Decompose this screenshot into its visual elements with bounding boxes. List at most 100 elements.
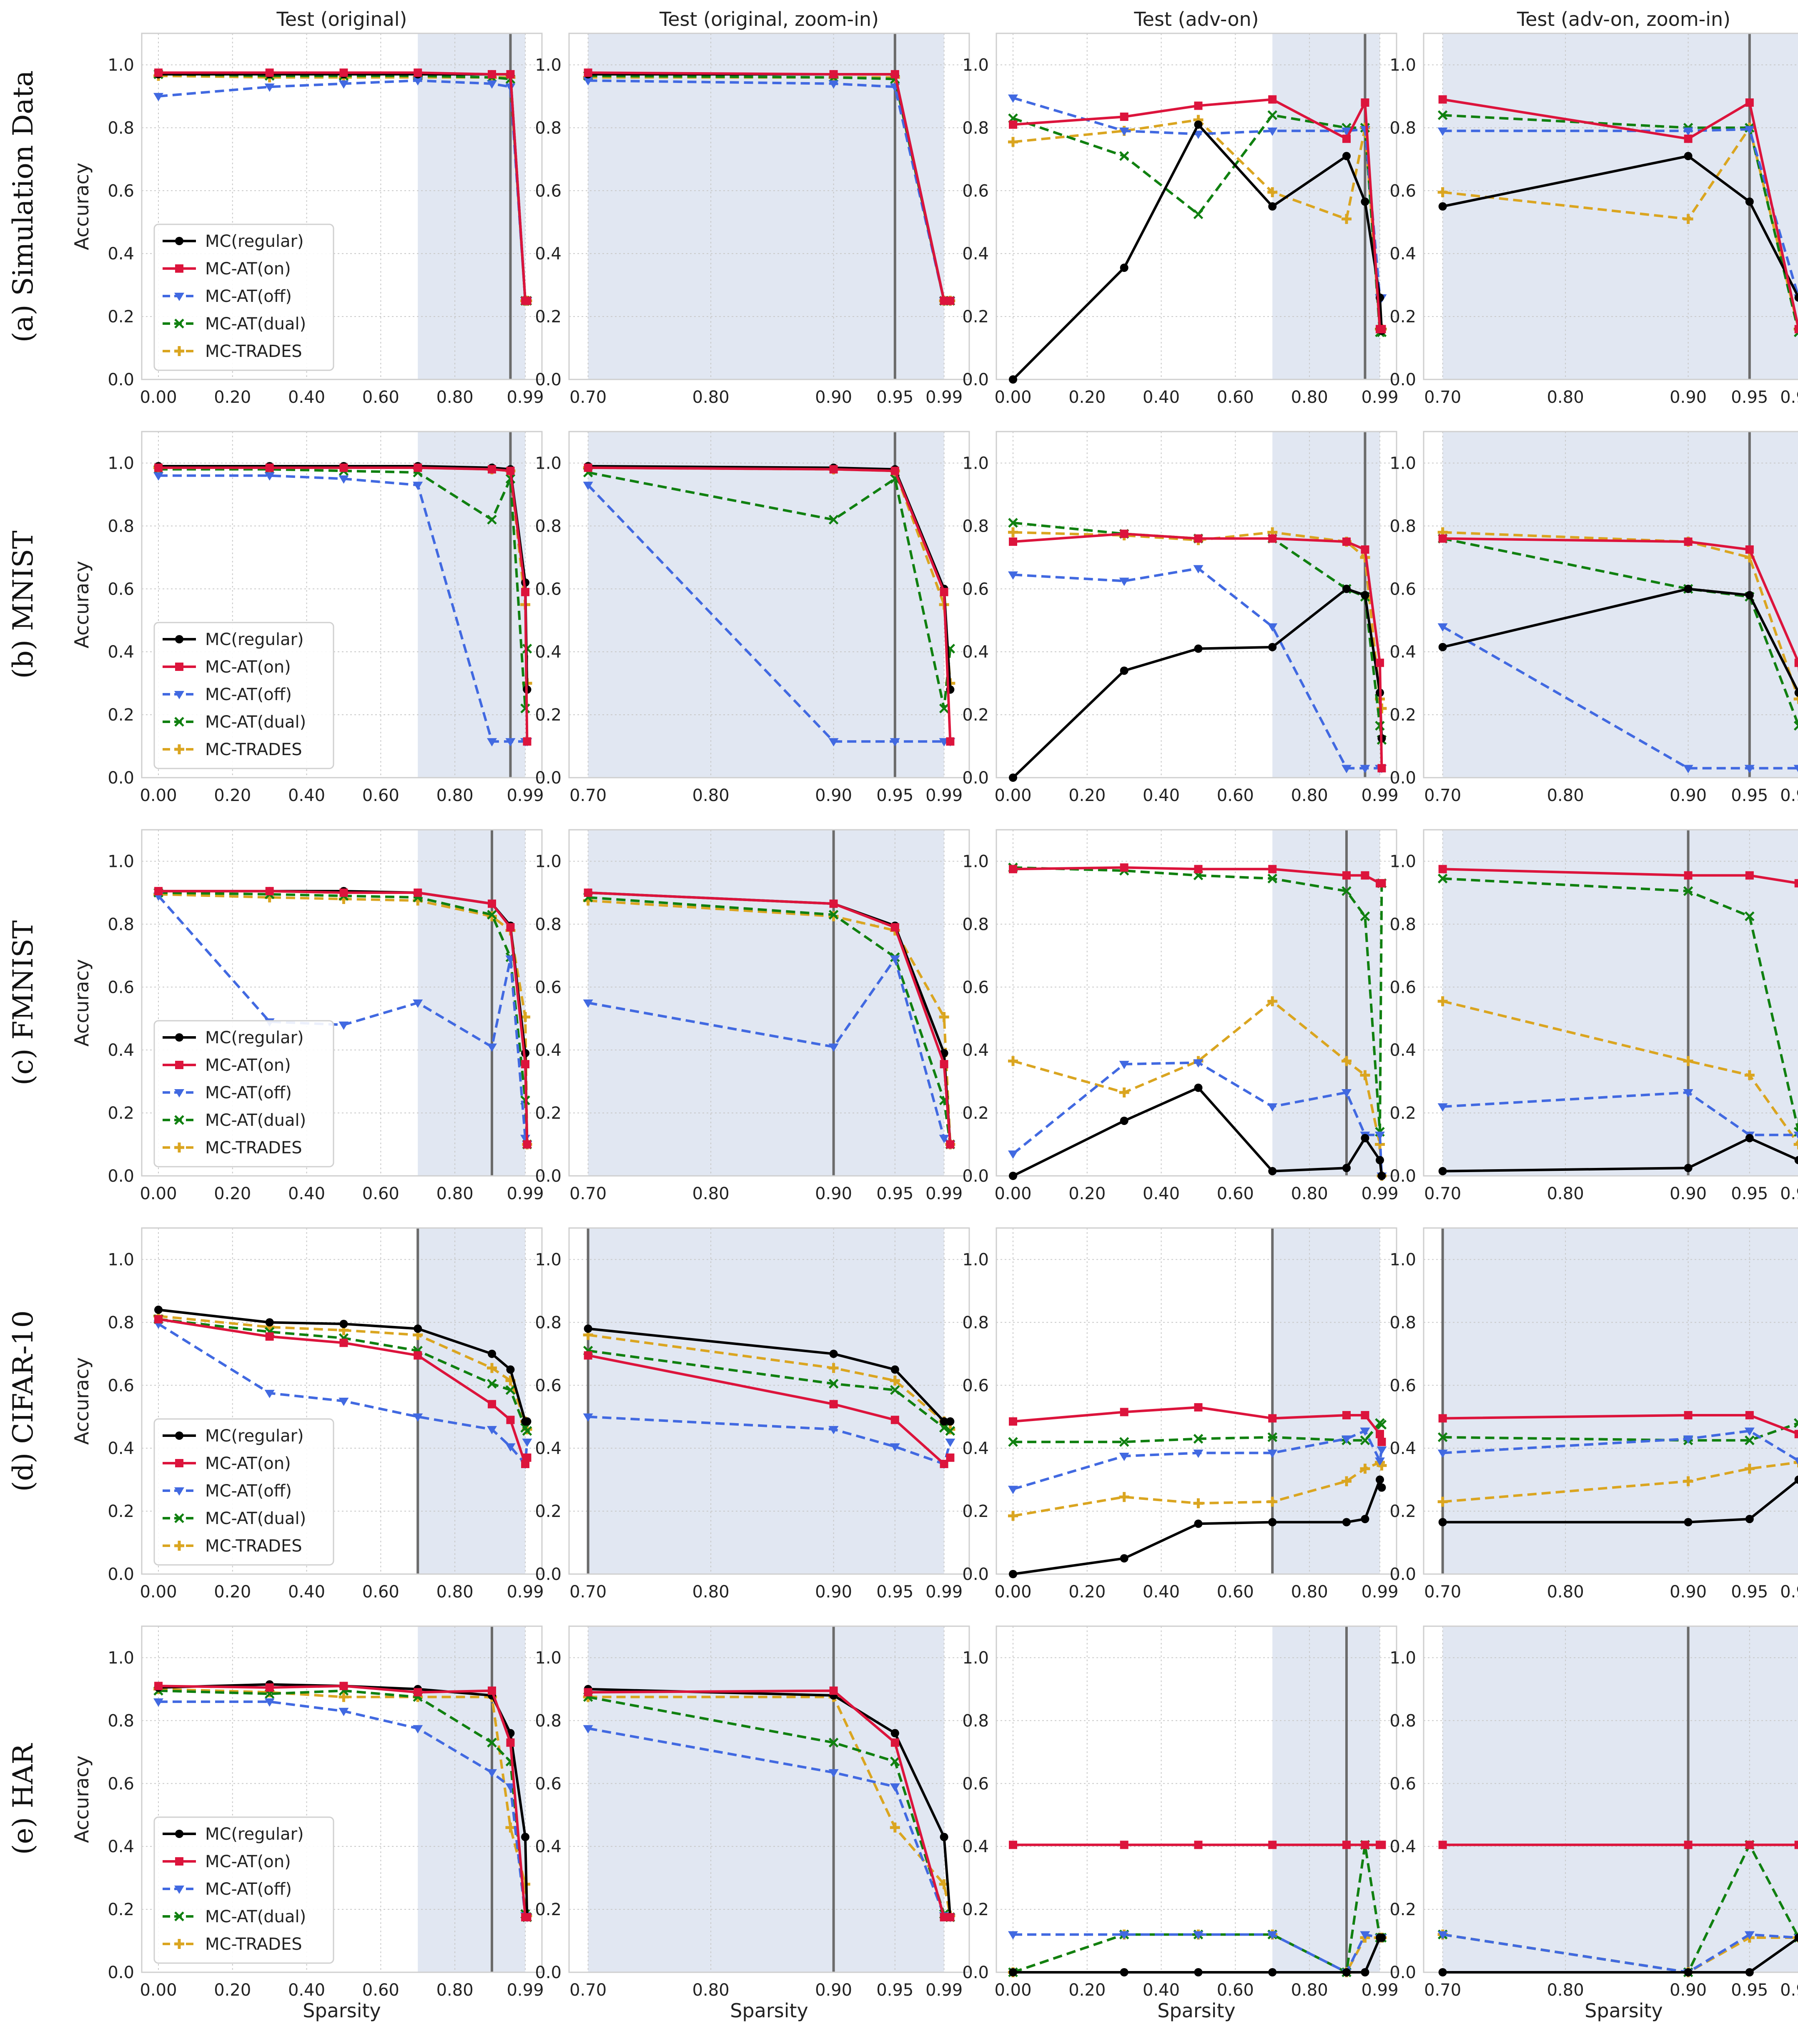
data-point-marker [890, 1783, 900, 1792]
data-point-marker [1194, 1083, 1203, 1092]
data-point-marker [1361, 1411, 1369, 1419]
y-tick-label: 0.4 [108, 244, 134, 264]
data-point-marker [1361, 98, 1369, 107]
column-title: Test (adv-on, zoom-in) [1517, 8, 1730, 30]
x-tick-label: 0.60 [1217, 786, 1254, 805]
shaded-region [1442, 33, 1798, 379]
data-point-marker [1361, 591, 1369, 600]
data-point-marker [1793, 765, 1798, 772]
data-point-marker [890, 1365, 899, 1374]
data-point-marker [1342, 1841, 1351, 1849]
data-point-marker [1745, 871, 1754, 880]
x-tick-label: 0.80 [436, 786, 474, 805]
data-point-marker [1267, 996, 1278, 1007]
y-tick-label: 0.2 [962, 706, 989, 725]
y-tick-label: 1.0 [108, 454, 134, 473]
data-point-marker [1745, 1514, 1754, 1523]
shaded-region [588, 432, 944, 778]
data-point-marker [1120, 112, 1128, 121]
x-tick-label: 0.90 [1670, 786, 1707, 805]
data-point-marker [1267, 1432, 1277, 1442]
x-tick-label: 0.99 [1361, 786, 1398, 805]
y-tick-label: 0.8 [962, 1313, 989, 1332]
data-point-marker [828, 909, 839, 920]
data-point-marker [1194, 101, 1203, 110]
y-tick-label: 0.2 [1389, 706, 1416, 725]
data-point-marker [1745, 1435, 1755, 1446]
legend-label: MC-AT(off) [205, 1880, 292, 1899]
data-point-marker [1268, 1841, 1277, 1849]
legend-box [153, 1418, 334, 1566]
x-tick-label: 0.80 [1547, 786, 1584, 805]
y-tick-label: 0.8 [108, 118, 134, 138]
data-point-marker [1342, 1089, 1352, 1098]
data-point-marker [583, 77, 593, 86]
x-tick-label: 0.80 [692, 1981, 730, 2000]
data-point-marker [521, 1833, 529, 1841]
data-point-marker [487, 738, 497, 747]
data-point-marker [1377, 1934, 1386, 1942]
data-point-marker [829, 899, 838, 908]
data-point-marker [828, 1379, 839, 1389]
data-point-marker [1437, 874, 1448, 884]
series-line [158, 71, 527, 302]
data-point-marker [940, 1459, 948, 1468]
shaded-region [1272, 1626, 1380, 1972]
legend-label: MC-AT(on) [205, 1852, 291, 1871]
data-point-marker [1744, 1464, 1755, 1474]
x-tick-label: 0.60 [1217, 388, 1254, 407]
x-tick-label: 0.40 [1143, 786, 1180, 805]
y-tick-label: 1.0 [108, 55, 134, 75]
data-point-marker [506, 1738, 515, 1747]
data-point-marker [1008, 1150, 1018, 1159]
data-point-marker [1268, 202, 1277, 211]
panel-frame [996, 1227, 1397, 1575]
data-point-marker [1793, 1457, 1798, 1468]
data-point-marker [1009, 865, 1017, 874]
data-point-marker [1683, 1089, 1693, 1098]
x-tick-label: 0.70 [1424, 1582, 1461, 1602]
series-line [1442, 114, 1798, 334]
y-tick-label: 0.0 [1389, 1963, 1416, 1982]
data-point-marker [1438, 95, 1447, 104]
legend-marker [175, 1459, 183, 1467]
data-point-marker [1745, 591, 1754, 600]
panel-frame [141, 431, 543, 778]
y-axis-label: Accuracy [70, 1755, 93, 1843]
y-tick-label: 0.4 [108, 1837, 134, 1856]
y-tick-label: 0.0 [1389, 1565, 1416, 1584]
data-point-marker [946, 737, 955, 746]
legend-label: MC(regular) [205, 630, 304, 649]
data-point-marker [265, 1332, 274, 1341]
data-point-marker [890, 70, 899, 79]
data-point-marker [1745, 1411, 1754, 1419]
data-point-marker [1119, 1453, 1129, 1461]
legend-label: MC-TRADES [205, 1138, 302, 1158]
data-point-marker [1193, 209, 1204, 219]
y-tick-label: 1.0 [535, 1648, 562, 1667]
data-point-marker [1684, 152, 1693, 161]
x-axis-label: Sparsity [1585, 1999, 1663, 2022]
y-tick-label: 1.0 [108, 1648, 134, 1667]
data-point-marker [890, 955, 900, 964]
data-point-marker [1377, 1438, 1386, 1446]
data-point-marker [1361, 1134, 1369, 1143]
data-point-marker [1267, 1449, 1278, 1458]
data-point-marker [584, 888, 592, 897]
data-point-marker [1794, 1430, 1798, 1439]
data-point-marker [1377, 1172, 1386, 1180]
y-tick-label: 0.4 [535, 1439, 562, 1458]
data-point-marker [1342, 1518, 1351, 1527]
data-point-marker [890, 1416, 899, 1424]
data-point-marker [1684, 871, 1693, 880]
data-point-marker [1745, 197, 1754, 206]
x-tick-label: 0.90 [1670, 1582, 1707, 1602]
shaded-region [1442, 1626, 1798, 1972]
x-tick-label: 0.95 [1731, 388, 1768, 407]
data-point-marker [523, 1913, 532, 1921]
legend-label: MC-AT(dual) [205, 314, 306, 334]
y-tick-label: 0.4 [535, 1041, 562, 1060]
legend-marker [174, 691, 184, 699]
y-tick-label: 0.0 [535, 1963, 562, 1982]
